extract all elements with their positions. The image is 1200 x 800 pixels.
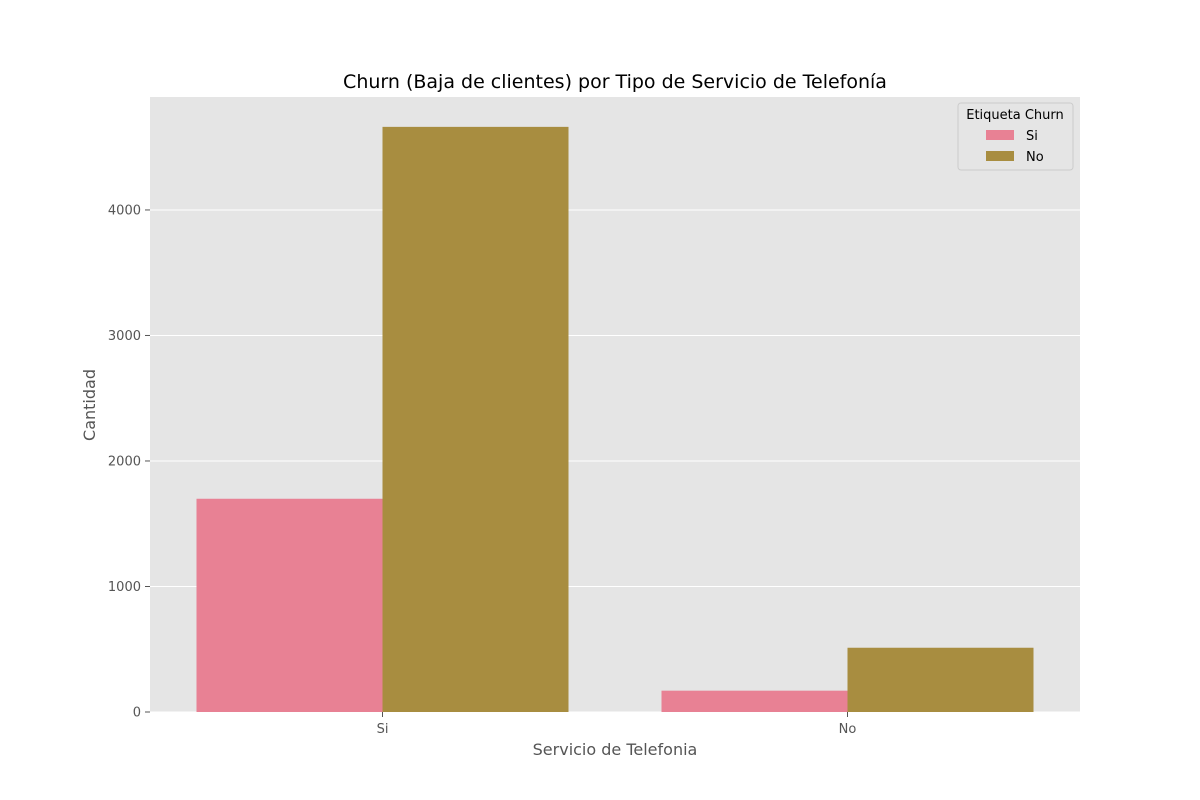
y-tick-label: 4000 [108,203,141,218]
y-tick-label: 0 [133,706,141,721]
y-tick-label: 3000 [108,329,141,344]
bar-no-no [847,647,1034,712]
x-axis-ticks: Si No [377,712,857,737]
x-axis-label: Servicio de Telefonia [533,740,698,759]
legend-entry-label: Si [1026,129,1038,144]
x-tick-label: No [839,722,857,737]
y-tick-label: 1000 [108,580,141,595]
x-tick-label: Si [377,722,389,737]
legend-swatch [986,151,1014,161]
bar-si-si [196,498,383,712]
y-axis-ticks: 0 1000 2000 3000 4000 [108,203,150,721]
legend: Etiqueta Churn Si No [957,102,1074,171]
y-tick-label: 2000 [108,454,141,469]
chart-title: Churn (Baja de clientes) por Tipo de Ser… [343,71,887,93]
bars [196,126,1034,712]
bar-si-no [661,690,848,712]
legend-title: Etiqueta Churn [966,108,1064,123]
bar-no-si [382,126,569,712]
y-axis-label: Cantidad [80,369,99,441]
legend-swatch [986,130,1014,140]
legend-entry-label: No [1026,150,1044,165]
